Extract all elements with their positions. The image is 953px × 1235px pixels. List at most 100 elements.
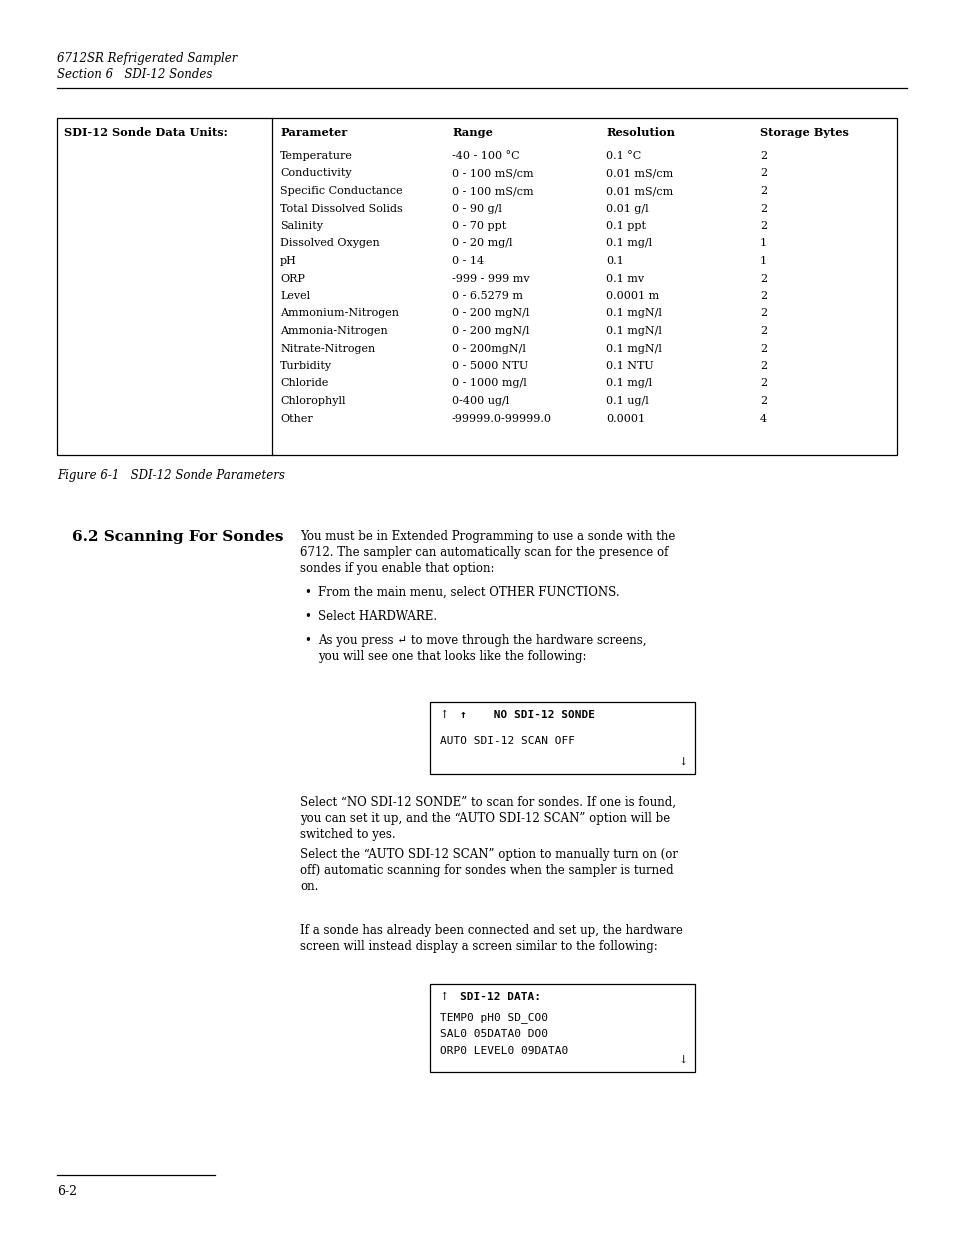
Text: ↑    NO SDI-12 SONDE: ↑ NO SDI-12 SONDE (459, 710, 595, 720)
Text: SAL0 05DATA0 DO0: SAL0 05DATA0 DO0 (439, 1029, 547, 1039)
Text: 0 - 100 mS/cm: 0 - 100 mS/cm (452, 186, 533, 196)
Text: SDI-12 DATA:: SDI-12 DATA: (459, 992, 540, 1002)
Text: 0 - 70 ppt: 0 - 70 ppt (452, 221, 506, 231)
Text: ↓: ↓ (679, 758, 688, 768)
Text: Chlorophyll: Chlorophyll (280, 396, 345, 406)
Text: 6712. The sampler can automatically scan for the presence of: 6712. The sampler can automatically scan… (299, 546, 668, 559)
Text: SDI-12 Sonde Data Units:: SDI-12 Sonde Data Units: (64, 127, 228, 138)
Text: Level: Level (280, 291, 310, 301)
Text: 2: 2 (760, 343, 766, 353)
Text: Dissolved Oxygen: Dissolved Oxygen (280, 238, 379, 248)
Text: Total Dissolved Solids: Total Dissolved Solids (280, 204, 402, 214)
Text: 0-400 ug/l: 0-400 ug/l (452, 396, 509, 406)
Text: pH: pH (280, 256, 296, 266)
Text: 0 - 90 g/l: 0 - 90 g/l (452, 204, 501, 214)
Bar (430, 984, 695, 1072)
Text: Figure 6-1   SDI-12 Sonde Parameters: Figure 6-1 SDI-12 Sonde Parameters (57, 469, 285, 482)
Text: 2: 2 (760, 186, 766, 196)
Text: 0.0001 m: 0.0001 m (605, 291, 659, 301)
Text: 2: 2 (760, 204, 766, 214)
Text: ↑: ↑ (439, 710, 449, 720)
Text: 0.1 mv: 0.1 mv (605, 273, 643, 284)
Text: 4: 4 (760, 414, 766, 424)
Text: 0 - 1000 mg/l: 0 - 1000 mg/l (452, 378, 526, 389)
Text: Nitrate-Nitrogen: Nitrate-Nitrogen (280, 343, 375, 353)
Text: 0.1 ug/l: 0.1 ug/l (605, 396, 648, 406)
Text: Section 6   SDI-12 Sondes: Section 6 SDI-12 Sondes (57, 68, 213, 82)
Text: 1: 1 (760, 238, 766, 248)
Text: Salinity: Salinity (280, 221, 323, 231)
Text: Specific Conductance: Specific Conductance (280, 186, 402, 196)
Text: 0.1 mgN/l: 0.1 mgN/l (605, 343, 661, 353)
Text: ORP: ORP (280, 273, 305, 284)
Text: Range: Range (452, 127, 493, 138)
Text: 0.01 mS/cm: 0.01 mS/cm (605, 168, 673, 179)
Text: •: • (304, 610, 311, 622)
Text: ORP0 LEVEL0 09DATA0: ORP0 LEVEL0 09DATA0 (439, 1046, 568, 1056)
Text: -999 - 999 mv: -999 - 999 mv (452, 273, 529, 284)
Text: Conductivity: Conductivity (280, 168, 352, 179)
Text: sondes if you enable that option:: sondes if you enable that option: (299, 562, 494, 576)
Text: 2: 2 (760, 291, 766, 301)
Text: 2: 2 (760, 273, 766, 284)
Text: you will see one that looks like the following:: you will see one that looks like the fol… (317, 650, 586, 663)
Text: 0.1 mgN/l: 0.1 mgN/l (605, 326, 661, 336)
Text: Temperature: Temperature (280, 151, 353, 161)
Text: you can set it up, and the “AUTO SDI-12 SCAN” option will be: you can set it up, and the “AUTO SDI-12 … (299, 811, 670, 825)
Text: 0.01 mS/cm: 0.01 mS/cm (605, 186, 673, 196)
Text: 2: 2 (760, 151, 766, 161)
Text: 0 - 200mgN/l: 0 - 200mgN/l (452, 343, 525, 353)
Text: 2: 2 (760, 378, 766, 389)
Text: on.: on. (299, 881, 318, 893)
Text: 0.01 g/l: 0.01 g/l (605, 204, 648, 214)
Text: 0.1 mg/l: 0.1 mg/l (605, 378, 652, 389)
Text: 2: 2 (760, 361, 766, 370)
Text: 0.1 mgN/l: 0.1 mgN/l (605, 309, 661, 319)
Text: Turbidity: Turbidity (280, 361, 332, 370)
Text: 6712SR Refrigerated Sampler: 6712SR Refrigerated Sampler (57, 52, 237, 65)
Text: AUTO SDI-12 SCAN OFF: AUTO SDI-12 SCAN OFF (439, 736, 575, 746)
Text: 0 - 5000 NTU: 0 - 5000 NTU (452, 361, 528, 370)
Text: TEMP0 pH0 SD_CO0: TEMP0 pH0 SD_CO0 (439, 1011, 547, 1023)
Text: 0 - 20 mg/l: 0 - 20 mg/l (452, 238, 512, 248)
Text: •: • (304, 585, 311, 599)
Text: 0 - 200 mgN/l: 0 - 200 mgN/l (452, 309, 529, 319)
Text: 0.0001: 0.0001 (605, 414, 644, 424)
Text: 6.2 Scanning For Sondes: 6.2 Scanning For Sondes (71, 530, 283, 543)
Text: screen will instead display a screen similar to the following:: screen will instead display a screen sim… (299, 940, 657, 953)
Text: 0.1 ppt: 0.1 ppt (605, 221, 645, 231)
Text: 2: 2 (760, 168, 766, 179)
Text: Resolution: Resolution (605, 127, 675, 138)
Text: 0 - 100 mS/cm: 0 - 100 mS/cm (452, 168, 533, 179)
Text: Storage Bytes: Storage Bytes (760, 127, 848, 138)
Text: ↓: ↓ (679, 1056, 688, 1066)
Text: 0 - 14: 0 - 14 (452, 256, 483, 266)
Text: Ammonium-Nitrogen: Ammonium-Nitrogen (280, 309, 398, 319)
Text: If a sonde has already been connected and set up, the hardware: If a sonde has already been connected an… (299, 924, 682, 937)
Text: 0.1 NTU: 0.1 NTU (605, 361, 653, 370)
Text: 0.1: 0.1 (605, 256, 623, 266)
Bar (430, 701, 695, 774)
Text: Select HARDWARE.: Select HARDWARE. (317, 610, 436, 622)
Bar (57, 119, 896, 454)
Text: 1: 1 (760, 256, 766, 266)
Text: 2: 2 (760, 326, 766, 336)
Text: 2: 2 (760, 309, 766, 319)
Text: Select the “AUTO SDI-12 SCAN” option to manually turn on (or: Select the “AUTO SDI-12 SCAN” option to … (299, 848, 678, 861)
Text: -99999.0-99999.0: -99999.0-99999.0 (452, 414, 552, 424)
Text: off) automatic scanning for sondes when the sampler is turned: off) automatic scanning for sondes when … (299, 864, 673, 877)
Text: 6-2: 6-2 (57, 1186, 77, 1198)
Text: You must be in Extended Programming to use a sonde with the: You must be in Extended Programming to u… (299, 530, 675, 543)
Text: As you press ↵ to move through the hardware screens,: As you press ↵ to move through the hardw… (317, 634, 646, 647)
Text: ↑: ↑ (439, 992, 449, 1002)
Text: Select “NO SDI-12 SONDE” to scan for sondes. If one is found,: Select “NO SDI-12 SONDE” to scan for son… (299, 797, 676, 809)
Text: Chloride: Chloride (280, 378, 328, 389)
Text: 2: 2 (760, 396, 766, 406)
Text: •: • (304, 634, 311, 647)
Text: 0 - 200 mgN/l: 0 - 200 mgN/l (452, 326, 529, 336)
Text: Other: Other (280, 414, 313, 424)
Text: 0.1 °C: 0.1 °C (605, 151, 640, 161)
Text: -40 - 100 °C: -40 - 100 °C (452, 151, 519, 161)
Text: switched to yes.: switched to yes. (299, 827, 395, 841)
Text: 0.1 mg/l: 0.1 mg/l (605, 238, 652, 248)
